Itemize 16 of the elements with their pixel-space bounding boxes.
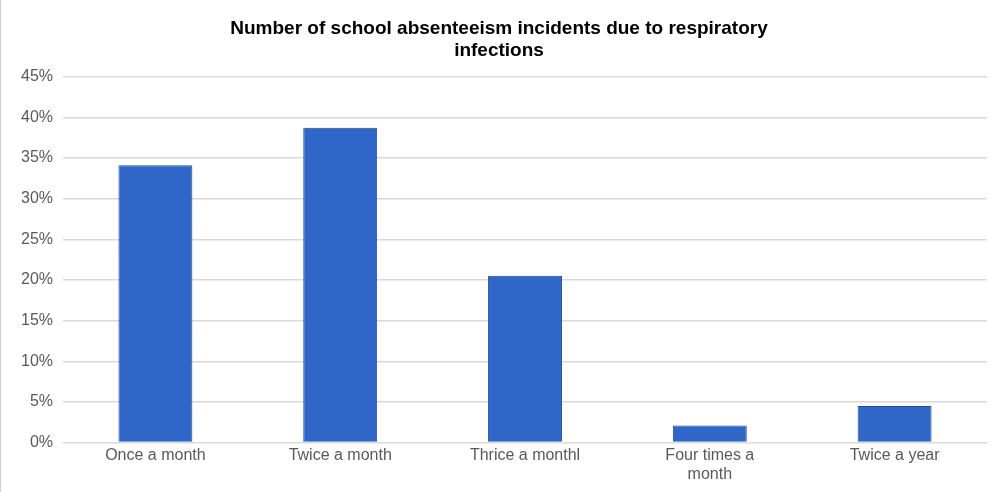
x-tick-label: Four times a month <box>665 445 755 482</box>
y-tick-label: 25% <box>20 229 54 247</box>
x-tick-label: Twice a year <box>849 445 941 463</box>
y-tick-label: 30% <box>20 189 54 207</box>
y-tick-label: 20% <box>20 270 54 288</box>
x-tick-label: Twice a month <box>288 445 392 463</box>
y-tick-label: 45% <box>20 67 54 85</box>
y-tick-label: 40% <box>20 107 54 125</box>
y-tick-label: 0% <box>29 433 54 451</box>
chart-title: Number of school absenteeism incidents due to respiratory infections <box>230 16 769 61</box>
y-tick-label: 35% <box>20 148 54 166</box>
x-tick-label: Thrice a monthl <box>469 445 581 463</box>
y-tick-label: 15% <box>20 311 54 329</box>
x-tick-label: Once a month <box>105 445 206 463</box>
y-tick-label: 5% <box>29 392 54 410</box>
y-tick-label: 10% <box>20 351 54 369</box>
